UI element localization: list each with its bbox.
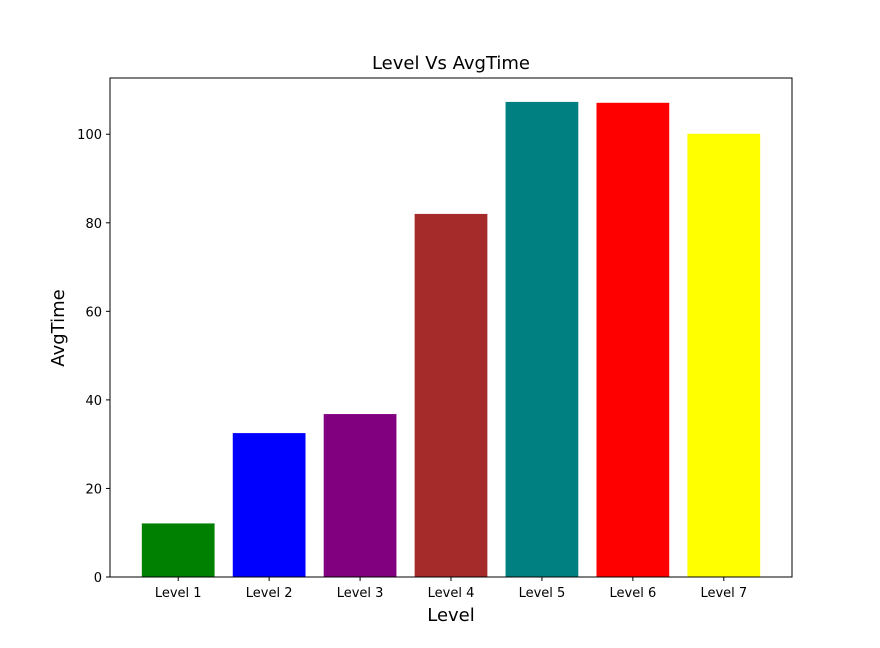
y-tick-label: 60 — [85, 305, 102, 320]
x-tick-label: Level 1 — [155, 586, 202, 601]
y-tick-label: 80 — [85, 217, 102, 232]
bar-6 — [596, 102, 670, 577]
bar-1 — [141, 523, 215, 577]
y-tick-label: 40 — [85, 394, 102, 409]
y-tick-label: 100 — [77, 128, 102, 143]
x-tick-label: Level 6 — [610, 586, 657, 601]
bar-2 — [232, 433, 306, 577]
bar-5 — [505, 101, 579, 578]
y-axis-ticks: 0 20 40 60 80 100 — [77, 128, 110, 586]
chart-title: Level Vs AvgTime — [372, 53, 530, 74]
y-axis-label: AvgTime — [48, 289, 69, 366]
x-tick-label: Level 2 — [246, 586, 293, 601]
x-tick-label: Level 4 — [428, 586, 475, 601]
x-tick-label: Level 7 — [700, 586, 747, 601]
x-axis-label: Level — [427, 605, 475, 626]
y-tick-label: 0 — [94, 571, 102, 586]
y-tick-label: 20 — [85, 482, 102, 497]
bar-3 — [323, 414, 397, 577]
plot-frame — [109, 77, 793, 578]
x-tick-label: Level 3 — [337, 586, 384, 601]
bar-4 — [414, 213, 488, 577]
bar-7 — [687, 133, 761, 577]
bars-group — [141, 101, 761, 578]
x-tick-label: Level 5 — [519, 586, 566, 601]
x-axis-ticks: Level 1 Level 2 Level 3 Level 4 Level 5 Level… — [155, 577, 747, 601]
